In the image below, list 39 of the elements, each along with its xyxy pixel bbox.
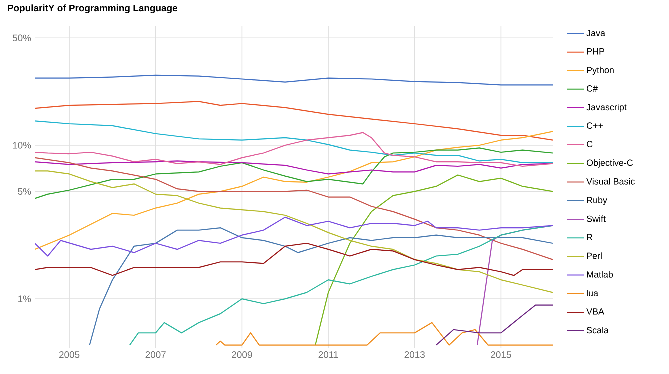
legend-label: C — [587, 141, 593, 148]
x-tick-label: 2007 — [146, 352, 166, 358]
line-series — [436, 304, 554, 346]
line-series — [35, 101, 554, 141]
line-series — [315, 174, 554, 346]
legend-label: C# — [587, 86, 598, 92]
legend-label: lua — [587, 290, 599, 297]
legend-label: Perl — [587, 252, 602, 260]
legend-label: R — [587, 234, 593, 240]
line-series — [35, 170, 554, 294]
legend-label: Objective-C — [586, 160, 634, 168]
legend-label: VBA — [586, 308, 604, 315]
line-series — [35, 216, 554, 257]
line-series — [35, 131, 554, 250]
y-tick-label: 5% — [18, 188, 32, 196]
legend-label: Javascript — [586, 104, 627, 112]
y-tick-label: 10% — [13, 142, 32, 149]
x-tick-label: 2011 — [318, 352, 338, 358]
legend-label: Scala — [586, 326, 609, 334]
legend-label: Python — [587, 66, 614, 76]
legend-label: Ruby — [587, 196, 608, 206]
legend-label: Java — [586, 30, 606, 36]
legend-label: Swift — [586, 216, 606, 222]
chart-title: PopularitY of Programming Language — [8, 4, 178, 14]
line-series — [35, 120, 554, 164]
x-tick-label: 2009 — [232, 352, 252, 358]
line-series — [216, 322, 554, 346]
legend-label: Matlab — [587, 271, 614, 278]
legend-label: PHP — [587, 48, 605, 55]
legend-label: C++ — [587, 122, 604, 130]
y-tick-label: 50% — [12, 34, 32, 42]
x-tick-label: 2013 — [404, 352, 425, 358]
line-series — [35, 148, 554, 200]
line-series — [35, 132, 554, 168]
line-series — [35, 74, 554, 86]
x-tick-label: 2005 — [59, 352, 80, 358]
x-tick-label: 2015 — [491, 352, 512, 358]
y-tick-label: 1% — [18, 296, 32, 302]
legend-label: Visual Basic — [586, 178, 635, 185]
